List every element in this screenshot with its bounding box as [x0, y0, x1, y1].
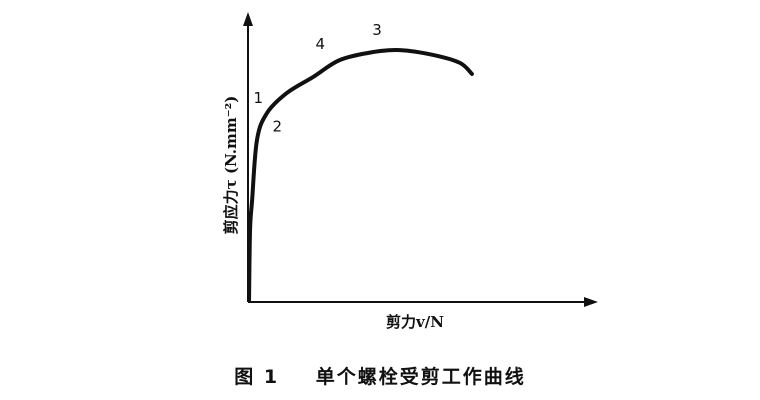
point-label-1: 1	[254, 89, 264, 107]
x-axis-label: 剪力v/N	[386, 313, 444, 331]
figure-number: 图 1	[234, 366, 280, 388]
y-axis-arrow	[243, 12, 253, 26]
point-label-3: 3	[372, 21, 382, 39]
point-label-4: 4	[315, 35, 325, 53]
series-line	[247, 47, 474, 303]
y-axis-label: 剪应力τ (N.mm⁻²)	[222, 96, 240, 235]
figure-caption: 图 1 单个螺栓受剪工作曲线	[0, 362, 760, 389]
point-label-2: 2	[272, 118, 282, 136]
x-axis-arrow	[584, 297, 598, 307]
figure-title: 单个螺栓受剪工作曲线	[315, 366, 526, 388]
